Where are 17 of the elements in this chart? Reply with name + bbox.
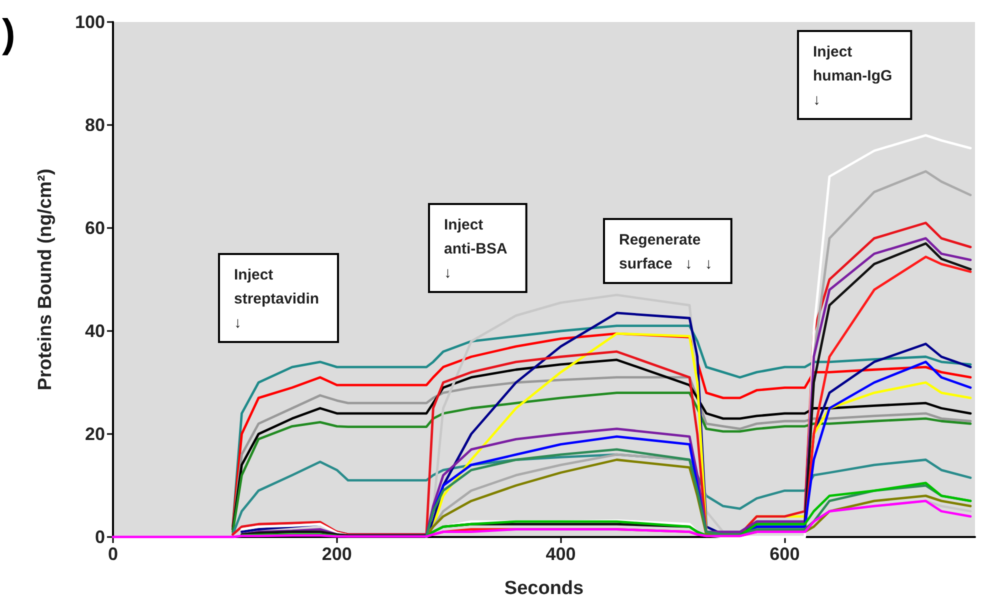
y-tick-label: 40 — [84, 321, 105, 341]
text: ) — [2, 12, 16, 56]
annotation: Inject human-IgG ↓ — [813, 44, 892, 108]
x-axis-title: Seconds — [504, 578, 584, 599]
annotation: Inject anti-BSA ↓ — [444, 216, 508, 282]
x-tick-label: 0 — [108, 544, 118, 564]
y-tick-label: 80 — [84, 115, 105, 135]
annotation: Inject streptavidin ↓ — [234, 266, 320, 332]
annotation: Regenerate surface ↓ ↓ — [619, 232, 712, 272]
y-tick-label: 20 — [84, 424, 105, 444]
y-tick-label: 0 — [94, 527, 105, 547]
x-tick-label: 200 — [322, 544, 352, 564]
y-tick-label: 60 — [84, 218, 105, 238]
x-tick-label: 400 — [546, 544, 576, 564]
y-axis-title: Proteins Bound (ng/cm²) — [35, 168, 56, 390]
x-tick-label: 600 — [770, 544, 800, 564]
y-tick-label: 100 — [74, 12, 105, 32]
